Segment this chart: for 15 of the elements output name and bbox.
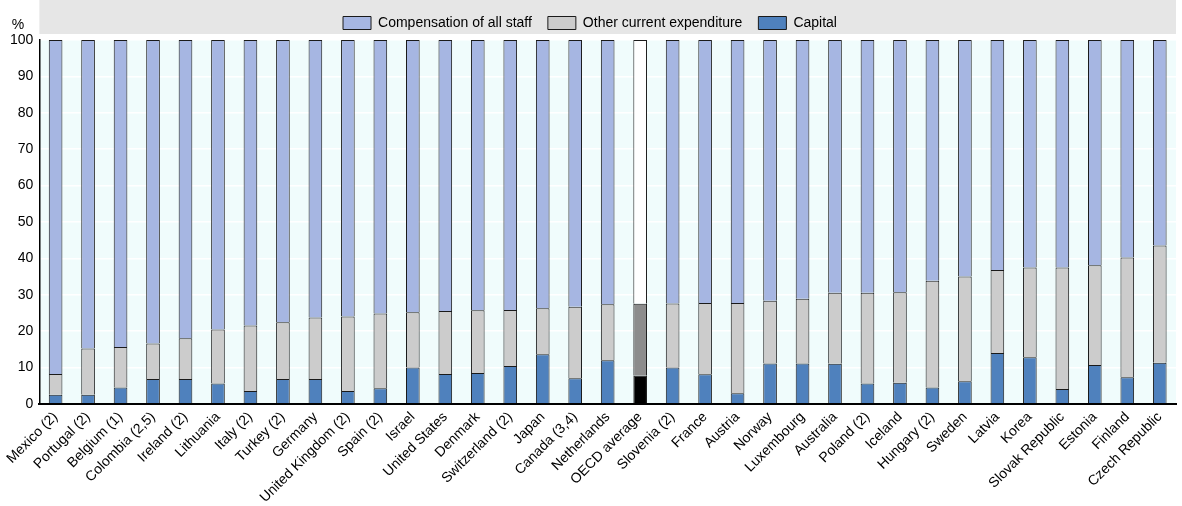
y-tick-label: 80 [17, 103, 34, 120]
y-tick-label: 30 [17, 285, 34, 302]
y-tick-label: 100 [10, 30, 34, 47]
legend-label: Compensation of all staff [378, 13, 532, 30]
y-axis-title: % [11, 15, 25, 32]
y-tick-label: 20 [17, 321, 34, 338]
y-tick-label: 40 [17, 249, 34, 266]
legend-label: Capital [793, 13, 837, 30]
y-tick-label: 50 [17, 212, 34, 229]
y-tick-label: 0 [25, 394, 34, 411]
y-tick-label: 90 [17, 67, 34, 84]
legend-label: Other current expenditure [582, 13, 743, 30]
y-tick-label: 60 [17, 176, 34, 193]
y-tick-label: 10 [17, 358, 34, 375]
y-tick-label: 70 [17, 140, 34, 157]
